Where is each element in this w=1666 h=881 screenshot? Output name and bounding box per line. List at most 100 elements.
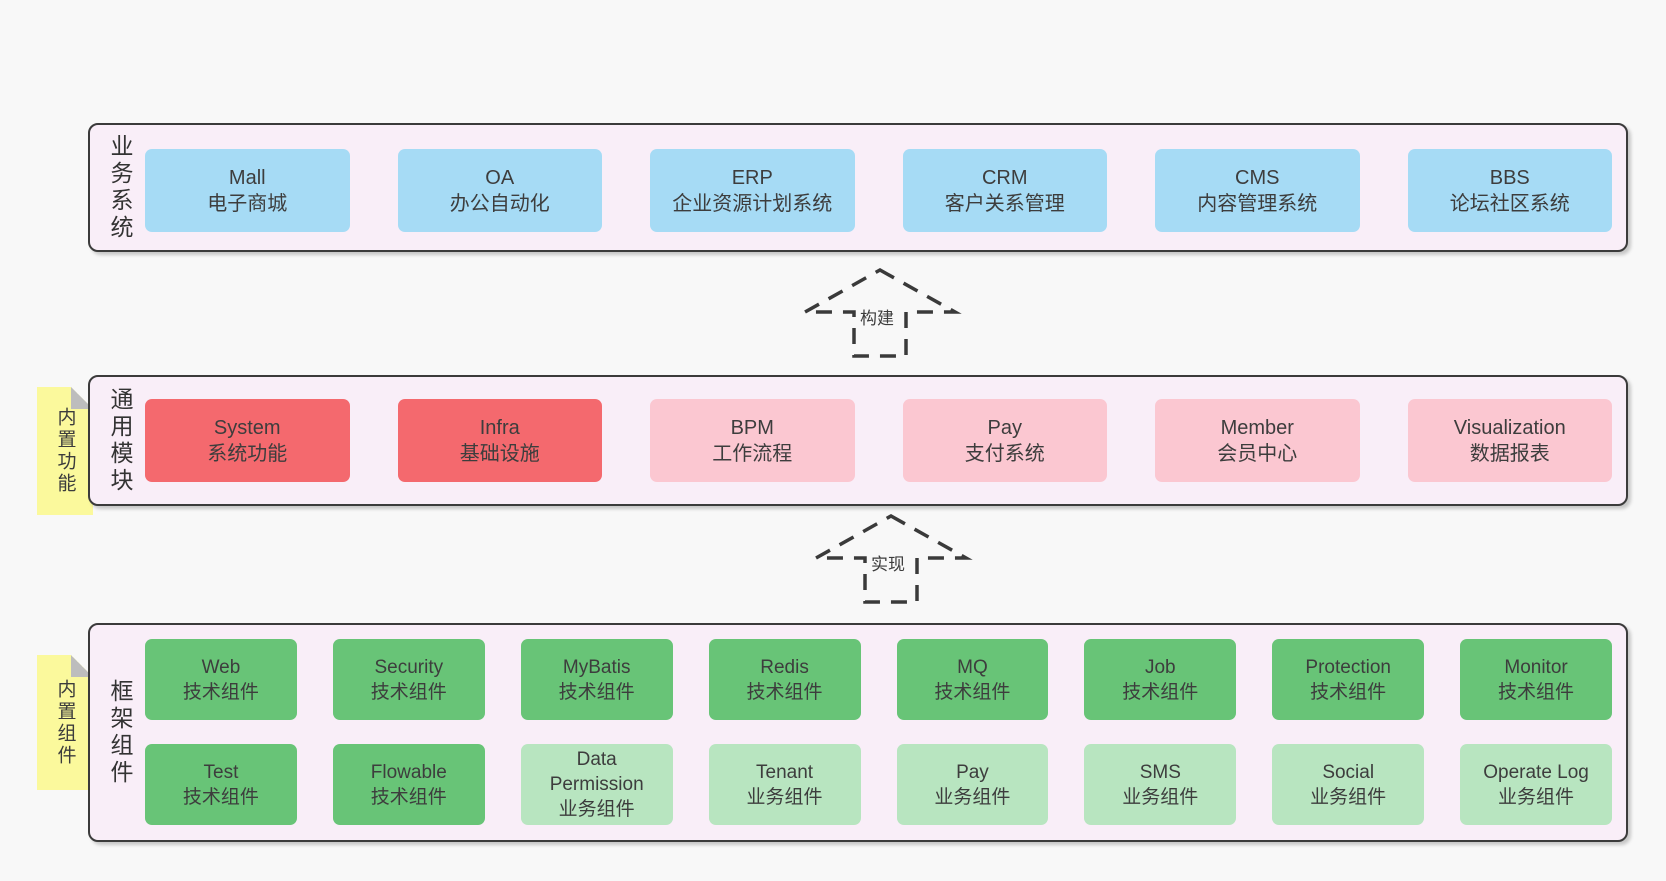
- box-data-permission: Data Permission 业务组件: [520, 744, 673, 825]
- box-subtitle: 系统功能: [207, 442, 288, 465]
- sticky-note-builtin-components: 内置组件: [37, 655, 93, 790]
- layer-label-components: 框架组件: [107, 678, 133, 787]
- box-tenant: Tenant 业务组件: [708, 744, 861, 825]
- box-title: Mall: [228, 166, 266, 189]
- box-title: BBS: [1489, 166, 1530, 189]
- box-bpm: BPM 工作流程: [650, 399, 855, 482]
- box-subtitle: 技术组件: [934, 681, 1011, 703]
- box-cms: CMS 内容管理系统: [1155, 149, 1360, 232]
- box-member: Member 会员中心: [1155, 399, 1360, 482]
- layer-common-modules: 通用模块 System 系统功能 Infra 基础设施 BPM 工作流程 Pay…: [88, 375, 1628, 506]
- box-visualization: Visualization 数据报表: [1407, 399, 1612, 482]
- box-subtitle: 企业资源计划系统: [672, 192, 833, 215]
- box-title: Pay: [956, 761, 989, 783]
- box-title: System: [213, 416, 281, 439]
- box-redis: Redis 技术组件: [708, 639, 861, 720]
- box-job: Job 技术组件: [1084, 639, 1237, 720]
- box-subtitle: 数据报表: [1469, 442, 1550, 465]
- box-title: Protection: [1305, 656, 1391, 678]
- box-subtitle: 技术组件: [558, 681, 635, 703]
- layer-framework-components: 框架组件 Web 技术组件 Security 技术组件 MyBatis 技术组件…: [88, 623, 1628, 842]
- box-subtitle: 业务组件: [1498, 786, 1575, 808]
- box-subtitle: 技术组件: [370, 786, 447, 808]
- implement-arrow-label: 实现: [867, 549, 909, 576]
- box-protection: Protection 技术组件: [1272, 639, 1425, 720]
- business-box-row: Mall 电子商城 OA 办公自动化 ERP 企业资源计划系统 CRM 客户关系…: [145, 149, 1612, 232]
- box-crm: CRM 客户关系管理: [902, 149, 1107, 232]
- box-security: Security 技术组件: [332, 639, 485, 720]
- box-subtitle: 业务组件: [746, 786, 823, 808]
- box-title: ERP: [731, 166, 773, 189]
- box-subtitle: 业务组件: [558, 799, 635, 820]
- components-box-row-1: Web 技术组件 Security 技术组件 MyBatis 技术组件 Redi…: [145, 639, 1612, 720]
- box-mall: Mall 电子商城: [145, 149, 350, 232]
- box-erp: ERP 企业资源计划系统: [650, 149, 855, 232]
- box-title: Redis: [760, 656, 809, 678]
- box-subtitle: 技术组件: [1122, 681, 1199, 703]
- box-title: Visualization: [1453, 416, 1566, 439]
- box-system: System 系统功能: [145, 399, 350, 482]
- box-infra: Infra 基础设施: [397, 399, 602, 482]
- box-subtitle: 技术组件: [1310, 681, 1387, 703]
- box-test: Test 技术组件: [145, 744, 297, 825]
- box-sms: SMS 业务组件: [1084, 744, 1237, 825]
- box-title: Job: [1144, 656, 1176, 678]
- box-subtitle: 业务组件: [934, 786, 1011, 808]
- box-subtitle: 内容管理系统: [1197, 192, 1318, 215]
- box-title: CRM: [981, 166, 1028, 189]
- box-subtitle: 客户关系管理: [944, 192, 1065, 215]
- box-subtitle: 技术组件: [746, 681, 823, 703]
- box-title: Data Permission: [549, 749, 644, 795]
- box-subtitle: 办公自动化: [449, 192, 550, 215]
- components-box-row-2: Test 技术组件 Flowable 技术组件 Data Permission …: [145, 744, 1612, 825]
- box-subtitle: 支付系统: [964, 442, 1045, 465]
- box-title: Test: [203, 761, 239, 783]
- box-web: Web 技术组件: [145, 639, 297, 720]
- box-title: Tenant: [756, 761, 814, 783]
- box-title: CMS: [1235, 166, 1280, 189]
- layer-label-modules: 通用模块: [107, 386, 133, 495]
- box-subtitle: 论坛社区系统: [1449, 192, 1570, 215]
- box-subtitle: 基础设施: [459, 442, 540, 465]
- box-title: Pay: [987, 416, 1022, 439]
- box-title: OA: [485, 166, 515, 189]
- build-arrow-label: 构建: [856, 303, 898, 330]
- box-title: Social: [1322, 761, 1375, 783]
- box-subtitle: 技术组件: [1498, 681, 1575, 703]
- box-title: Monitor: [1504, 656, 1568, 678]
- box-title: Flowable: [370, 761, 447, 783]
- box-title: Operate Log: [1483, 761, 1589, 783]
- sticky-note-text: 内置组件: [54, 678, 76, 767]
- layer-business-systems: 业务系统 Mall 电子商城 OA 办公自动化 ERP 企业资源计划系统 CRM…: [88, 123, 1628, 252]
- box-operate-log: Operate Log 业务组件: [1460, 744, 1612, 825]
- box-pay-component: Pay 业务组件: [896, 744, 1049, 825]
- box-title: MQ: [957, 656, 988, 678]
- box-subtitle: 电子商城: [207, 192, 288, 215]
- box-oa: OA 办公自动化: [397, 149, 602, 232]
- box-title: Security: [374, 656, 444, 678]
- box-flowable: Flowable 技术组件: [332, 744, 485, 825]
- layer-label-business: 业务系统: [107, 133, 133, 242]
- sticky-note-text: 内置功能: [54, 407, 76, 495]
- box-title: Member: [1220, 416, 1294, 439]
- box-pay-system: Pay 支付系统: [902, 399, 1107, 482]
- box-social: Social 业务组件: [1272, 744, 1425, 825]
- box-title: MyBatis: [562, 656, 631, 678]
- box-bbs: BBS 论坛社区系统: [1407, 149, 1612, 232]
- box-title: BPM: [730, 416, 774, 439]
- modules-box-row: System 系统功能 Infra 基础设施 BPM 工作流程 Pay 支付系统…: [145, 399, 1612, 482]
- box-subtitle: 业务组件: [1310, 786, 1387, 808]
- box-subtitle: 会员中心: [1217, 442, 1298, 465]
- box-subtitle: 工作流程: [712, 442, 793, 465]
- box-mq: MQ 技术组件: [896, 639, 1049, 720]
- box-monitor: Monitor 技术组件: [1460, 639, 1612, 720]
- box-mybatis: MyBatis 技术组件: [520, 639, 673, 720]
- build-arrow-icon: [798, 268, 962, 358]
- box-subtitle: 技术组件: [182, 681, 259, 703]
- box-title: SMS: [1139, 761, 1181, 783]
- box-title: Web: [201, 656, 241, 678]
- box-subtitle: 技术组件: [182, 786, 259, 808]
- box-title: Infra: [479, 416, 520, 439]
- box-subtitle: 业务组件: [1122, 786, 1199, 808]
